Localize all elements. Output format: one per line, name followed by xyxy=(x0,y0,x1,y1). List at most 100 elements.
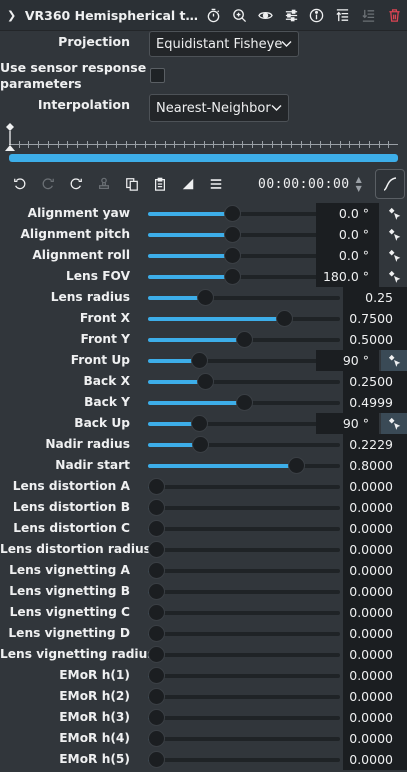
keyframe-toggle-icon[interactable] xyxy=(381,245,407,266)
param-slider[interactable] xyxy=(148,667,340,684)
param-slider-handle[interactable] xyxy=(224,226,242,243)
param-slider-handle[interactable] xyxy=(148,688,165,705)
param-slider[interactable] xyxy=(148,394,340,411)
param-slider-handle[interactable] xyxy=(197,373,214,390)
param-slider[interactable] xyxy=(148,415,340,432)
param-slider-handle[interactable] xyxy=(148,604,165,621)
param-slider[interactable] xyxy=(148,373,340,390)
param-value[interactable]: 0.5000 xyxy=(343,329,407,350)
param-slider-handle[interactable] xyxy=(148,751,165,768)
param-slider[interactable] xyxy=(148,289,340,306)
param-value[interactable]: 0.2229 xyxy=(343,434,407,455)
menu-icon[interactable] xyxy=(202,170,230,198)
param-slider[interactable] xyxy=(148,226,340,243)
sensor-response-checkbox[interactable] xyxy=(150,68,165,83)
param-slider-handle[interactable] xyxy=(191,436,209,453)
collapse-chevron-icon[interactable]: ❯ xyxy=(7,8,17,22)
param-value[interactable]: 0.0000 xyxy=(343,476,407,497)
param-slider-handle[interactable] xyxy=(224,205,242,222)
param-value[interactable]: 0.0000 xyxy=(343,686,407,707)
param-slider[interactable] xyxy=(148,268,340,285)
playhead-keyframe-icon[interactable] xyxy=(4,122,16,152)
param-slider-handle[interactable] xyxy=(148,520,165,537)
param-slider[interactable] xyxy=(148,352,340,369)
param-slider-handle[interactable] xyxy=(235,394,253,411)
param-value[interactable]: 0.0000 xyxy=(343,644,407,665)
param-slider[interactable] xyxy=(148,247,340,264)
keyframe-toggle-icon[interactable] xyxy=(381,266,407,287)
interpolation-select[interactable]: Nearest-Neighbor xyxy=(149,94,289,122)
param-value[interactable]: 0.7500 xyxy=(343,308,407,329)
timecode-spin-icon[interactable]: ▲ ▼ xyxy=(355,175,362,193)
param-slider-handle[interactable] xyxy=(148,478,165,495)
param-slider[interactable] xyxy=(148,625,340,642)
paste-icon[interactable] xyxy=(146,170,174,198)
info-icon[interactable] xyxy=(304,2,330,28)
param-value[interactable]: 0.0 ° xyxy=(316,245,379,266)
param-slider[interactable] xyxy=(148,478,340,495)
param-value[interactable]: 0.0 ° xyxy=(316,203,379,224)
param-slider-handle[interactable] xyxy=(148,541,165,558)
param-slider[interactable] xyxy=(148,520,340,537)
param-value[interactable]: 180.0 ° xyxy=(316,266,379,287)
param-slider-handle[interactable] xyxy=(190,415,208,432)
param-value[interactable]: 0.0000 xyxy=(343,518,407,539)
param-slider-handle[interactable] xyxy=(148,499,165,516)
param-slider-handle[interactable] xyxy=(148,709,165,726)
param-slider-handle[interactable] xyxy=(148,730,165,747)
keyframe-toggle-icon[interactable] xyxy=(381,224,407,245)
param-value[interactable]: 0.0000 xyxy=(343,560,407,581)
param-value[interactable]: 90 ° xyxy=(316,350,379,371)
param-slider[interactable] xyxy=(148,688,340,705)
param-value[interactable]: 0.0000 xyxy=(343,623,407,644)
delete-icon[interactable] xyxy=(381,2,407,28)
param-slider[interactable] xyxy=(148,751,340,768)
param-slider-handle[interactable] xyxy=(197,289,214,306)
param-slider[interactable] xyxy=(148,541,340,558)
timecode-field[interactable]: 00:00:00:00 xyxy=(258,176,350,192)
settings-sliders-icon[interactable] xyxy=(278,2,304,28)
param-slider-handle[interactable] xyxy=(148,667,165,684)
redo-icon[interactable] xyxy=(34,170,62,198)
keyframe-toggle-icon[interactable] xyxy=(381,413,407,434)
param-slider[interactable] xyxy=(148,310,340,327)
ramp-icon[interactable] xyxy=(174,170,202,198)
timer-icon[interactable] xyxy=(201,2,227,28)
param-value[interactable]: 0.0000 xyxy=(343,581,407,602)
param-slider[interactable] xyxy=(148,562,340,579)
param-slider-handle[interactable] xyxy=(148,562,165,579)
param-value[interactable]: 0.0000 xyxy=(343,665,407,686)
param-value[interactable]: 0.2500 xyxy=(343,371,407,392)
param-value[interactable]: 0.0000 xyxy=(343,539,407,560)
param-slider-handle[interactable] xyxy=(148,646,165,663)
param-value[interactable]: 0.8000 xyxy=(343,455,407,476)
param-value[interactable]: 0.25 xyxy=(343,287,407,308)
param-slider[interactable] xyxy=(148,331,340,348)
reset-icon[interactable] xyxy=(6,170,34,198)
param-value[interactable]: 0.0000 xyxy=(343,707,407,728)
param-slider-handle[interactable] xyxy=(288,457,305,474)
zoom-icon[interactable] xyxy=(227,2,253,28)
curve-button[interactable] xyxy=(375,169,405,199)
param-value[interactable]: 0.0000 xyxy=(343,728,407,749)
param-slider[interactable] xyxy=(148,709,340,726)
eye-icon[interactable] xyxy=(253,2,279,28)
timeline-zoom-bar[interactable] xyxy=(9,154,398,162)
keyframe-timeline[interactable] xyxy=(5,122,398,166)
refresh-icon[interactable] xyxy=(62,170,90,198)
keyframe-toggle-icon[interactable] xyxy=(381,203,407,224)
param-value[interactable]: 0.4999 xyxy=(343,392,407,413)
param-slider-handle[interactable] xyxy=(224,268,242,285)
param-slider[interactable] xyxy=(148,646,340,663)
stamp-icon[interactable] xyxy=(90,170,118,198)
param-slider[interactable] xyxy=(148,604,340,621)
param-value[interactable]: 0.0000 xyxy=(343,602,407,623)
param-slider[interactable] xyxy=(148,457,340,474)
param-slider-handle[interactable] xyxy=(190,352,208,369)
keyframe-toggle-icon[interactable] xyxy=(381,350,407,371)
copy-icon[interactable] xyxy=(118,170,146,198)
param-slider-handle[interactable] xyxy=(235,331,253,348)
param-slider-handle[interactable] xyxy=(275,310,293,327)
param-slider[interactable] xyxy=(148,436,340,453)
param-slider[interactable] xyxy=(148,583,340,600)
